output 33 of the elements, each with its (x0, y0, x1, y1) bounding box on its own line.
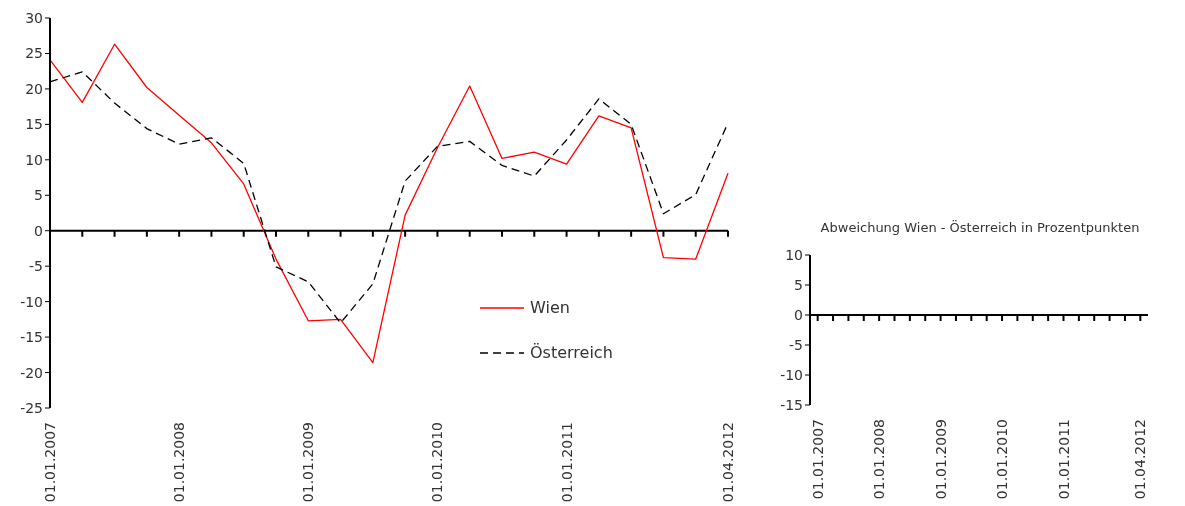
y-tick-label: 20 (25, 80, 43, 97)
x-tick-label: 01.01.2008 (171, 422, 188, 503)
x-tick-label: 01.01.2010 (429, 422, 446, 503)
legend-label: Wien (530, 298, 570, 317)
y-tick-label: 0 (794, 306, 803, 323)
y-tick-label: -10 (780, 366, 803, 383)
x-tick-label: 01.01.2010 (994, 419, 1011, 500)
y-tick-label: -5 (29, 258, 43, 275)
x-tick-label: 01.01.2007 (42, 422, 58, 503)
x-tick-label: 01.01.2007 (809, 419, 826, 500)
y-tick-label: 25 (25, 45, 43, 62)
y-tick-label: 15 (25, 116, 43, 133)
y-tick-label: -15 (20, 329, 43, 346)
x-tick-label: 01.01.2011 (1055, 419, 1072, 500)
y-tick-label: -15 (780, 396, 803, 413)
y-tick-label: 10 (785, 246, 803, 263)
y-tick-label: -25 (20, 399, 43, 416)
x-tick-label: 01.01.2009 (300, 422, 317, 503)
legend-label: Österreich (530, 343, 613, 362)
y-tick-label: 30 (25, 9, 43, 26)
y-tick-label: 5 (794, 276, 803, 293)
y-tick-label: 0 (34, 222, 43, 239)
x-tick-label: 01.04.2012 (1132, 419, 1149, 500)
y-tick-label: 10 (25, 151, 43, 168)
y-tick-label: -5 (789, 336, 803, 353)
y-tick-label: 5 (34, 187, 43, 204)
x-tick-label: 01.01.2008 (871, 419, 888, 500)
x-tick-label: 01.01.2011 (558, 422, 575, 503)
y-tick-label: -20 (20, 364, 43, 381)
chart-title: Abweichung Wien - Österreich in Prozentpunkten (819, 220, 1141, 235)
x-tick-label: 01.01.2009 (932, 419, 949, 500)
x-tick-label: 01.04.2012 (720, 422, 736, 503)
y-tick-label: -10 (20, 293, 43, 310)
